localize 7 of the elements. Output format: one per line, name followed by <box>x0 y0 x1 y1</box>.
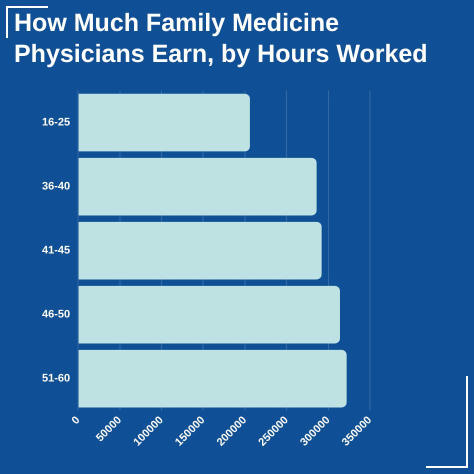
y-tick-label: 51-60 <box>42 372 70 385</box>
y-tick-label: 16-25 <box>42 116 70 129</box>
y-tick-label: 41-45 <box>42 244 70 257</box>
x-tick-label: 0 <box>70 414 82 427</box>
chart-title: How Much Family Medicine Physicians Earn, by Hours Worked <box>14 8 429 70</box>
y-tick-label: 46-50 <box>42 308 70 321</box>
y-tick-label: 36-40 <box>42 180 70 193</box>
